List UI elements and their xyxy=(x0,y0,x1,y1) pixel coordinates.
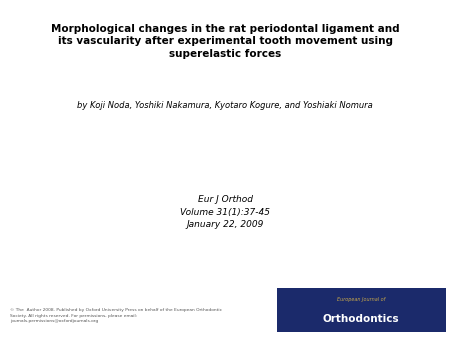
Text: by Koji Noda, Yoshiki Nakamura, Kyotaro Kogure, and Yoshiaki Nomura: by Koji Noda, Yoshiki Nakamura, Kyotaro … xyxy=(77,101,373,110)
Text: Orthodontics: Orthodontics xyxy=(323,314,400,324)
FancyBboxPatch shape xyxy=(277,288,446,332)
Text: Eur J Orthod
Volume 31(1):37-45
January 22, 2009: Eur J Orthod Volume 31(1):37-45 January … xyxy=(180,195,270,229)
Text: © The  Author 2008. Published by Oxford University Press on behalf of the Europe: © The Author 2008. Published by Oxford U… xyxy=(10,308,222,323)
Text: Morphological changes in the rat periodontal ligament and
its vascularity after : Morphological changes in the rat periodo… xyxy=(51,24,399,59)
Text: European Journal of: European Journal of xyxy=(337,297,385,302)
